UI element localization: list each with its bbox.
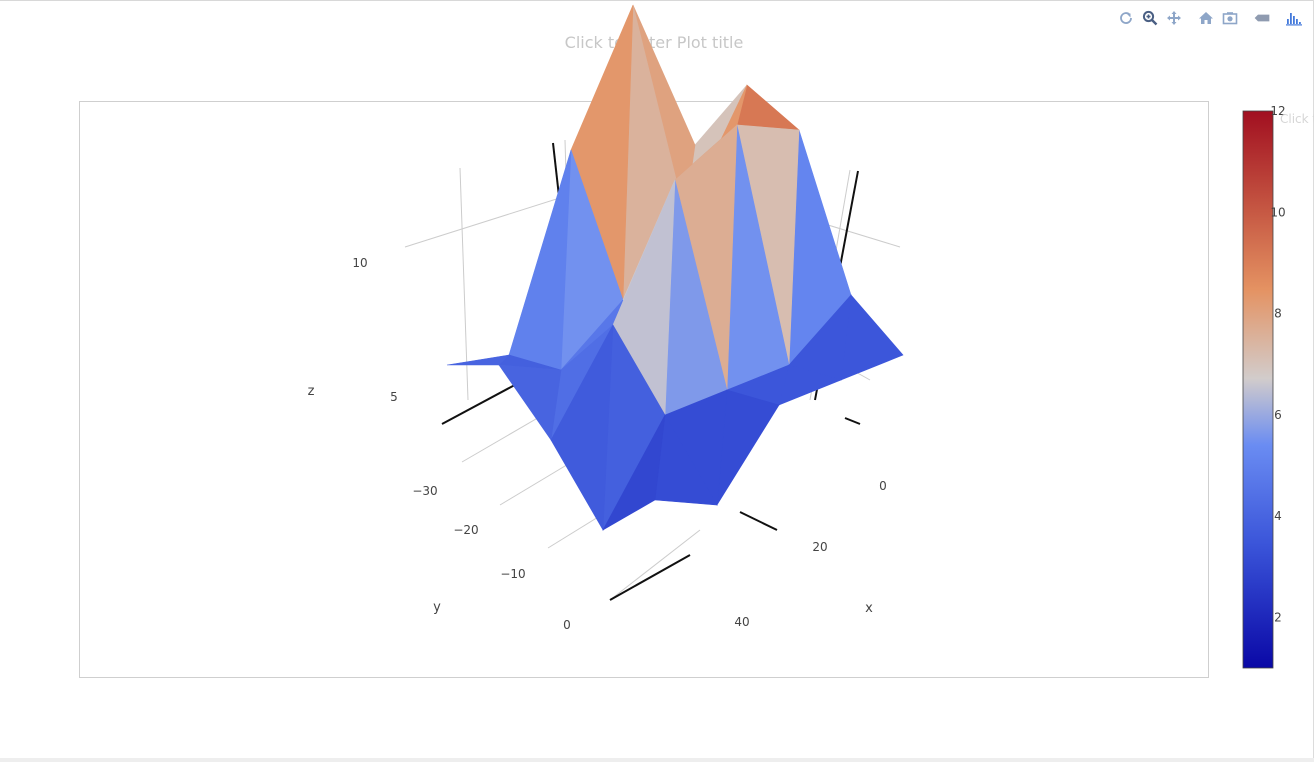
colorbar-tick-label: 2 [1274, 610, 1282, 624]
z-tick-label: 5 [390, 390, 398, 404]
tag-icon[interactable] [1250, 8, 1274, 28]
surface-face [550, 324, 614, 532]
y-tick-label: −10 [500, 567, 525, 581]
colorbar-tick-label: 4 [1274, 509, 1282, 523]
surface-face [716, 389, 780, 506]
home-icon[interactable] [1194, 8, 1218, 28]
x-tick-label: 0 [879, 479, 887, 493]
plot-title[interactable]: Click to enter Plot title [564, 33, 744, 52]
surface-face [736, 84, 800, 131]
x-tick-label: 20 [812, 540, 827, 554]
colorbar-tick-label: 8 [1274, 307, 1282, 321]
y-tick-label: −30 [412, 484, 437, 498]
surface-face [446, 354, 510, 366]
x-axis-title: x [865, 601, 873, 616]
zoom-icon[interactable] [1138, 8, 1162, 28]
colorbar-tick-label: 12 [1270, 104, 1285, 118]
colorbar-title: Click to enter [1280, 112, 1314, 126]
y-tick-label: −20 [453, 523, 478, 537]
plotly-logo-icon[interactable] [1282, 8, 1306, 28]
surface-mesh [446, 4, 904, 532]
grid-line [459, 167, 469, 401]
reset-camera-icon[interactable] [1114, 8, 1138, 28]
modebar [1114, 8, 1306, 28]
axis-labels: 0 20 40 x −30 −20 −10 0 y 5 10 z [308, 256, 887, 632]
z-tick-label: 10 [352, 256, 367, 270]
surface-face [498, 364, 562, 441]
surface-face [840, 294, 904, 381]
grid-line [609, 529, 701, 601]
surface-face [602, 414, 666, 531]
colorbar-gradient-bar [1242, 110, 1274, 669]
y-tick-label: 0 [563, 618, 571, 632]
x-tick-label: 40 [734, 615, 749, 629]
axis-line [844, 417, 861, 425]
window-top-border [0, 0, 1314, 1]
axis-line [609, 554, 691, 601]
axis-line [739, 511, 778, 531]
y-axis-title: y [433, 600, 441, 615]
surface-face [508, 149, 572, 371]
window-bottom-border [0, 758, 1314, 762]
colorbar-tick-label: 10 [1270, 205, 1285, 219]
colorbar-tick-label: 6 [1274, 408, 1282, 422]
camera-icon[interactable] [1218, 8, 1242, 28]
pan-icon[interactable] [1162, 8, 1186, 28]
z-axis-title: z [308, 384, 315, 399]
